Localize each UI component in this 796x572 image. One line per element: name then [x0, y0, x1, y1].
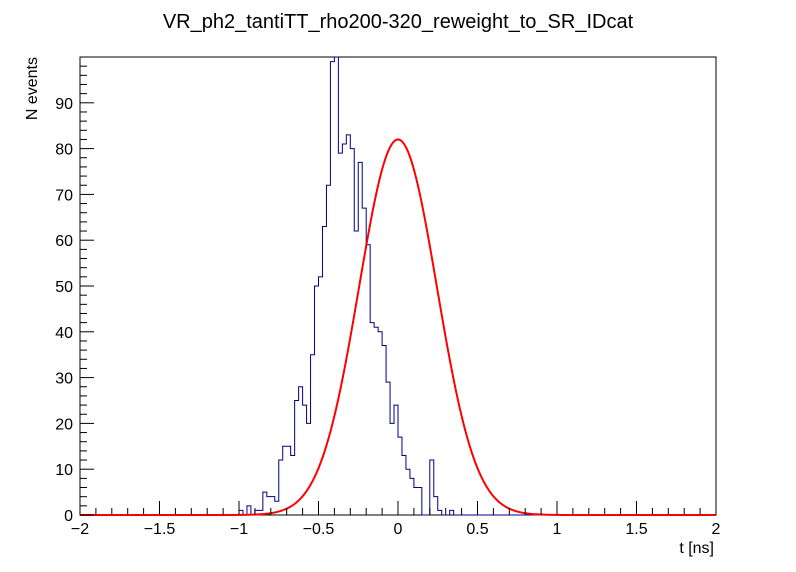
y-axis-label: N events — [24, 57, 41, 120]
x-tick-label: 0.5 — [466, 521, 488, 538]
histogram-outline — [80, 56, 716, 516]
y-tick-label: 40 — [55, 325, 73, 342]
plot-frame — [79, 56, 717, 516]
x-tick-label: 1.5 — [625, 521, 647, 538]
gaussian-fit-curve — [80, 138, 716, 516]
y-tick-label: 30 — [55, 371, 73, 388]
x-tick-label: −1 — [230, 521, 248, 538]
y-tick-label: 60 — [55, 233, 73, 250]
chart-title: VR_ph2_tantiTT_rho200-320_reweight_to_SR… — [163, 11, 634, 33]
x-tick-label: 1 — [553, 521, 562, 538]
x-tick-label: 2 — [712, 521, 721, 538]
x-axis-label: t [ns] — [679, 540, 714, 557]
y-tick-label: 70 — [55, 187, 73, 204]
x-tick-label: −1.5 — [144, 521, 176, 538]
x-tick-label: 0 — [394, 521, 403, 538]
y-tick-label: 90 — [55, 96, 73, 113]
gaussian-fit-series — [80, 138, 716, 516]
x-tick-label: −0.5 — [303, 521, 335, 538]
y-tick-label: 20 — [55, 416, 73, 433]
y-tick-label: 80 — [55, 142, 73, 159]
x-tick-label: −2 — [71, 521, 89, 538]
y-tick-label: 50 — [55, 279, 73, 296]
y-tick-label: 0 — [64, 508, 73, 525]
histogram-series — [80, 56, 716, 516]
x-axis: −2 −1.5 −1 −0.5 0 0.5 1 1.5 2 — [71, 501, 721, 538]
y-tick-label: 10 — [55, 462, 73, 479]
y-axis: 0 10 20 30 40 50 60 70 80 90 — [55, 56, 94, 525]
